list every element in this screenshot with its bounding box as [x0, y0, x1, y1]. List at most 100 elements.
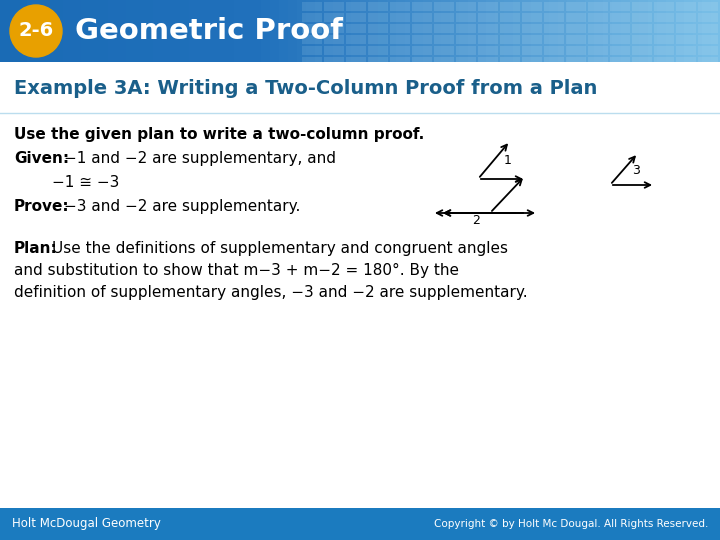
- Text: Prove:: Prove:: [14, 199, 70, 214]
- Bar: [171, 0, 181, 62]
- Bar: [500, 13, 520, 22]
- Bar: [390, 46, 410, 55]
- Bar: [504, 0, 514, 62]
- Bar: [0, 508, 720, 540]
- Text: Geometric Proof: Geometric Proof: [75, 17, 343, 45]
- Bar: [342, 0, 352, 62]
- Bar: [414, 0, 424, 62]
- Bar: [18, 0, 28, 62]
- Bar: [207, 0, 217, 62]
- Bar: [632, 13, 652, 22]
- Bar: [0, 65, 720, 113]
- Bar: [478, 57, 498, 66]
- Bar: [302, 46, 322, 55]
- Bar: [117, 0, 127, 62]
- Bar: [302, 24, 322, 33]
- Bar: [676, 35, 696, 44]
- Bar: [610, 2, 630, 11]
- Bar: [456, 46, 476, 55]
- Bar: [588, 24, 608, 33]
- Bar: [576, 0, 586, 62]
- Bar: [412, 24, 432, 33]
- Bar: [396, 0, 406, 62]
- Bar: [522, 13, 542, 22]
- Bar: [675, 0, 685, 62]
- Bar: [654, 35, 674, 44]
- Bar: [610, 57, 630, 66]
- Bar: [558, 0, 568, 62]
- Text: Plan:: Plan:: [14, 241, 58, 256]
- Bar: [390, 24, 410, 33]
- Bar: [261, 0, 271, 62]
- Text: definition of supplementary angles, −3 and −2 are supplementary.: definition of supplementary angles, −3 a…: [14, 285, 528, 300]
- Bar: [135, 0, 145, 62]
- Bar: [387, 0, 397, 62]
- Bar: [522, 24, 542, 33]
- Bar: [544, 2, 564, 11]
- Bar: [390, 57, 410, 66]
- Bar: [639, 0, 649, 62]
- Bar: [216, 0, 226, 62]
- Bar: [243, 0, 253, 62]
- Bar: [302, 2, 322, 11]
- Bar: [390, 13, 410, 22]
- Bar: [654, 57, 674, 66]
- Bar: [0, 0, 10, 62]
- Bar: [684, 0, 694, 62]
- Bar: [478, 35, 498, 44]
- Bar: [588, 57, 608, 66]
- Bar: [288, 0, 298, 62]
- Bar: [324, 46, 344, 55]
- Text: Use the definitions of supplementary and congruent angles: Use the definitions of supplementary and…: [52, 241, 508, 256]
- Bar: [610, 24, 630, 33]
- Text: −1 ≅ −3: −1 ≅ −3: [52, 175, 120, 190]
- Text: −3 and −2 are supplementary.: −3 and −2 are supplementary.: [64, 199, 300, 214]
- Bar: [698, 46, 718, 55]
- Bar: [126, 0, 136, 62]
- Bar: [478, 24, 498, 33]
- Bar: [630, 0, 640, 62]
- Text: 1: 1: [504, 154, 512, 167]
- Bar: [456, 2, 476, 11]
- Bar: [279, 0, 289, 62]
- Bar: [405, 0, 415, 62]
- Bar: [594, 0, 604, 62]
- Bar: [252, 0, 262, 62]
- Bar: [456, 24, 476, 33]
- Bar: [544, 57, 564, 66]
- Bar: [180, 0, 190, 62]
- Bar: [412, 2, 432, 11]
- Bar: [234, 0, 244, 62]
- Bar: [434, 57, 454, 66]
- Bar: [346, 13, 366, 22]
- Bar: [693, 0, 703, 62]
- Bar: [648, 0, 658, 62]
- Bar: [324, 0, 334, 62]
- Bar: [378, 0, 388, 62]
- Bar: [522, 57, 542, 66]
- Bar: [544, 13, 564, 22]
- Bar: [522, 35, 542, 44]
- Text: and substitution to show that m−3 + m−2 = 180°. By the: and substitution to show that m−3 + m−2 …: [14, 263, 459, 278]
- Circle shape: [10, 5, 62, 57]
- Bar: [153, 0, 163, 62]
- Bar: [477, 0, 487, 62]
- Bar: [434, 13, 454, 22]
- Bar: [36, 0, 46, 62]
- Bar: [45, 0, 55, 62]
- Bar: [632, 35, 652, 44]
- Text: 2: 2: [472, 214, 480, 227]
- Bar: [99, 0, 109, 62]
- Bar: [610, 13, 630, 22]
- Bar: [513, 0, 523, 62]
- Text: −1 and −2 are supplementary, and: −1 and −2 are supplementary, and: [64, 151, 336, 166]
- Bar: [698, 24, 718, 33]
- Bar: [522, 46, 542, 55]
- Bar: [27, 0, 37, 62]
- Text: Given:: Given:: [14, 151, 69, 166]
- Bar: [9, 0, 19, 62]
- Bar: [412, 57, 432, 66]
- Bar: [324, 35, 344, 44]
- Bar: [486, 0, 496, 62]
- Bar: [676, 2, 696, 11]
